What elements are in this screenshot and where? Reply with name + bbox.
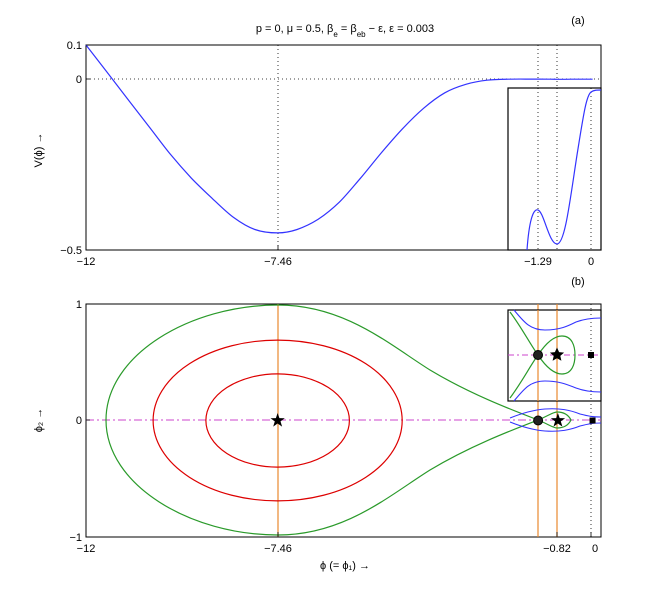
equilibrium-star-marker [550,413,566,427]
xtick-label-a-0: −12 [77,256,96,268]
outer-flow-lower [509,421,602,432]
xtick-label-b-1: −7.46 [264,543,292,555]
chart-title-a: p = 0, μ = 0.5, βe = βeb − ε, ε = 0.003 [256,23,434,39]
inset-b-saddle-marker [533,350,543,360]
xtick-label-b-2: −0.82 [543,543,571,555]
xtick-label-b-3: 0 [592,543,598,555]
xtick-label-a-1: −7.46 [264,256,292,268]
separatrix-green [105,304,572,536]
inset-b-flow-lower [513,380,602,402]
potential-curve [85,44,593,234]
panel-label-a: (a) [571,15,584,27]
orbit-red-inner [205,373,351,468]
panel-label-b: (b) [571,276,584,288]
ytick-label-a-1: 0 [76,74,82,86]
inset-b [507,309,602,402]
ticks-b [85,303,592,538]
xtick-label-a-2: −1.29 [524,256,552,268]
equilibrium-star-marker [270,413,285,427]
markers-b [270,413,596,427]
inset-b-flow-upper [513,309,602,331]
xtick-label-b-0: −12 [77,543,96,555]
xtick-label-a-3: 0 [588,256,594,268]
inset-b-star-marker [549,347,565,361]
y-axis-label-a: V(ϕ) → [33,133,45,168]
ytick-label-a-2: −0.5 [60,245,82,257]
outer-flow-upper [509,408,602,419]
inset-a-frame [507,87,602,251]
saddle-circle-marker [533,415,544,426]
y-axis-label-b: ϕ₂ → [33,408,45,433]
ytick-label-b-0: 1 [76,299,82,311]
inset-a-curve [526,89,602,251]
panel-a: −12 −7.46 −1.29 0 0.1 0 −0.5 V(ϕ) → [33,40,602,268]
origin-square-marker [589,417,596,424]
panel-b: −12 −7.46 −0.82 0 1 0 −1 ϕ (= ϕ₁) → ϕ₂ → [33,299,602,572]
x-axis-label-b: ϕ (= ϕ₁) → [320,560,370,572]
ytick-label-b-1: 0 [76,415,82,427]
inset-a [507,87,602,251]
ytick-label-b-2: −1 [69,532,82,544]
inset-b-square-marker [588,352,594,358]
orbit-red-outer [152,339,403,502]
ytick-label-a-0: 0.1 [67,40,82,52]
inset-b-markers [533,347,594,361]
